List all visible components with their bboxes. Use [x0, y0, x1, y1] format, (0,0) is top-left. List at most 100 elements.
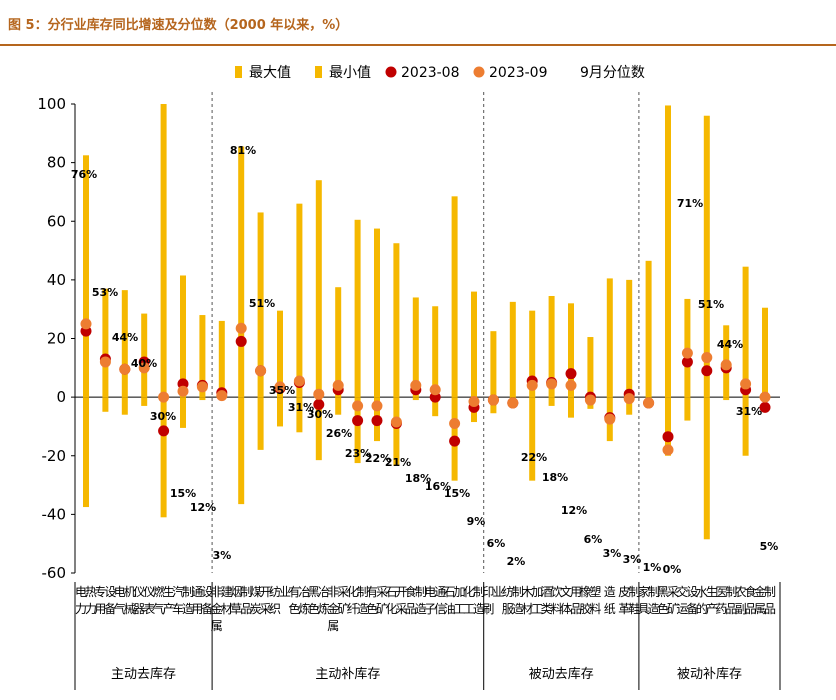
percentile-label: 40% [131, 357, 157, 370]
category-label: 印刷业 [482, 585, 504, 616]
category-char: 制 [628, 585, 640, 599]
category-char: 工 [531, 602, 543, 616]
category-label: 纺织业 [269, 585, 291, 616]
max-bar [121, 290, 128, 398]
dot-2023-09 [196, 381, 208, 393]
category-char: 生 [163, 585, 175, 599]
category-char: 电 [75, 585, 87, 599]
category-char: 纤 [347, 602, 359, 616]
category-char: 采 [667, 585, 679, 599]
category-char: 家 [638, 584, 650, 599]
category-char: 通 [434, 585, 446, 599]
dot-2023-08 [313, 398, 325, 410]
dot-2023-09 [293, 375, 305, 387]
percentile-label: 18% [405, 472, 431, 485]
percentile-label: 76% [71, 168, 97, 181]
percentile-label: 31% [288, 401, 314, 414]
dot-2023-09 [158, 391, 170, 403]
percentile-label: 53% [92, 286, 118, 299]
category-char: 胶 [579, 601, 591, 616]
min-bar [296, 397, 303, 433]
category-char: 用 [570, 585, 582, 599]
min-bar [257, 397, 264, 450]
dot-2023-09 [352, 400, 364, 412]
legend-label: 9月分位数 [580, 65, 645, 81]
category-char: 副 [735, 602, 747, 616]
max-bar [742, 266, 749, 398]
category-char: 化 [347, 585, 359, 599]
category-char: 医 [715, 585, 727, 599]
max-bar [665, 105, 671, 398]
y-tick-label: 60 [47, 212, 66, 230]
category-char: 设 [104, 585, 116, 599]
category-char: 燃 [153, 584, 165, 599]
dot-2023-08 [158, 425, 170, 437]
category-char: 信 [434, 602, 446, 616]
category-char: 生 [706, 585, 718, 599]
max-bar [548, 295, 555, 398]
category-char: 制 [240, 585, 252, 599]
category-char: 品 [570, 602, 582, 616]
group-label: 主动补库存 [315, 666, 380, 682]
min-bar [568, 397, 574, 418]
category-char: 服 [502, 602, 514, 616]
legend-swatch-bar [315, 66, 322, 78]
min-bar [548, 397, 555, 406]
min-bar [102, 397, 109, 412]
percentile-label: 12% [190, 501, 216, 514]
y-tick-label: -60 [42, 564, 67, 582]
percentile-label: 51% [249, 297, 275, 310]
min-bar [277, 397, 283, 427]
percentile-label: 6% [584, 533, 603, 546]
category-char: 矿 [376, 602, 388, 616]
dot-2023-09 [80, 318, 92, 330]
category-char: 通 [191, 585, 203, 599]
dot-2023-08 [565, 368, 577, 380]
category-char: 产 [706, 602, 718, 616]
category-char: 加 [531, 585, 543, 599]
percentile-label: 2% [507, 555, 526, 568]
category-char: 非 [211, 585, 223, 599]
category-char: 农 [735, 585, 747, 599]
dot-2023-09 [313, 388, 325, 400]
category-char: 具 [638, 602, 650, 616]
category-char: 的 [696, 601, 708, 616]
min-bar [141, 397, 148, 406]
category-char: 运 [676, 602, 688, 616]
category-char: 酒 [541, 585, 553, 599]
max-bar [471, 291, 477, 398]
category-char: 制 [473, 585, 485, 599]
category-char: 橡 [579, 585, 591, 599]
max-bar [83, 155, 89, 398]
dot-2023-09 [429, 384, 441, 396]
category-char: 采 [395, 602, 407, 616]
legend-label: 2023-09 [489, 65, 548, 81]
dot-2023-08 [701, 365, 713, 377]
title-rule [0, 44, 836, 46]
percentile-labels: 76%53%44%40%30%15%12%3%81%51%35%31%30%26… [71, 144, 779, 576]
category-char: 备 [201, 602, 213, 616]
category-char: 属 [754, 602, 766, 616]
category-char: 专 [94, 584, 106, 599]
category-char: 化 [463, 585, 475, 599]
category-char: 文 [560, 584, 572, 599]
category-char: 料 [551, 602, 563, 616]
y-tick-label: 20 [47, 330, 66, 348]
y-tick-label: 80 [47, 154, 66, 172]
max-bar [257, 212, 264, 398]
category-char: 色 [288, 602, 300, 616]
category-char: 色 [657, 602, 669, 616]
percentile-label: 16% [425, 480, 451, 493]
category-char: 金 [754, 584, 766, 599]
dot-2023-08 [371, 415, 383, 427]
